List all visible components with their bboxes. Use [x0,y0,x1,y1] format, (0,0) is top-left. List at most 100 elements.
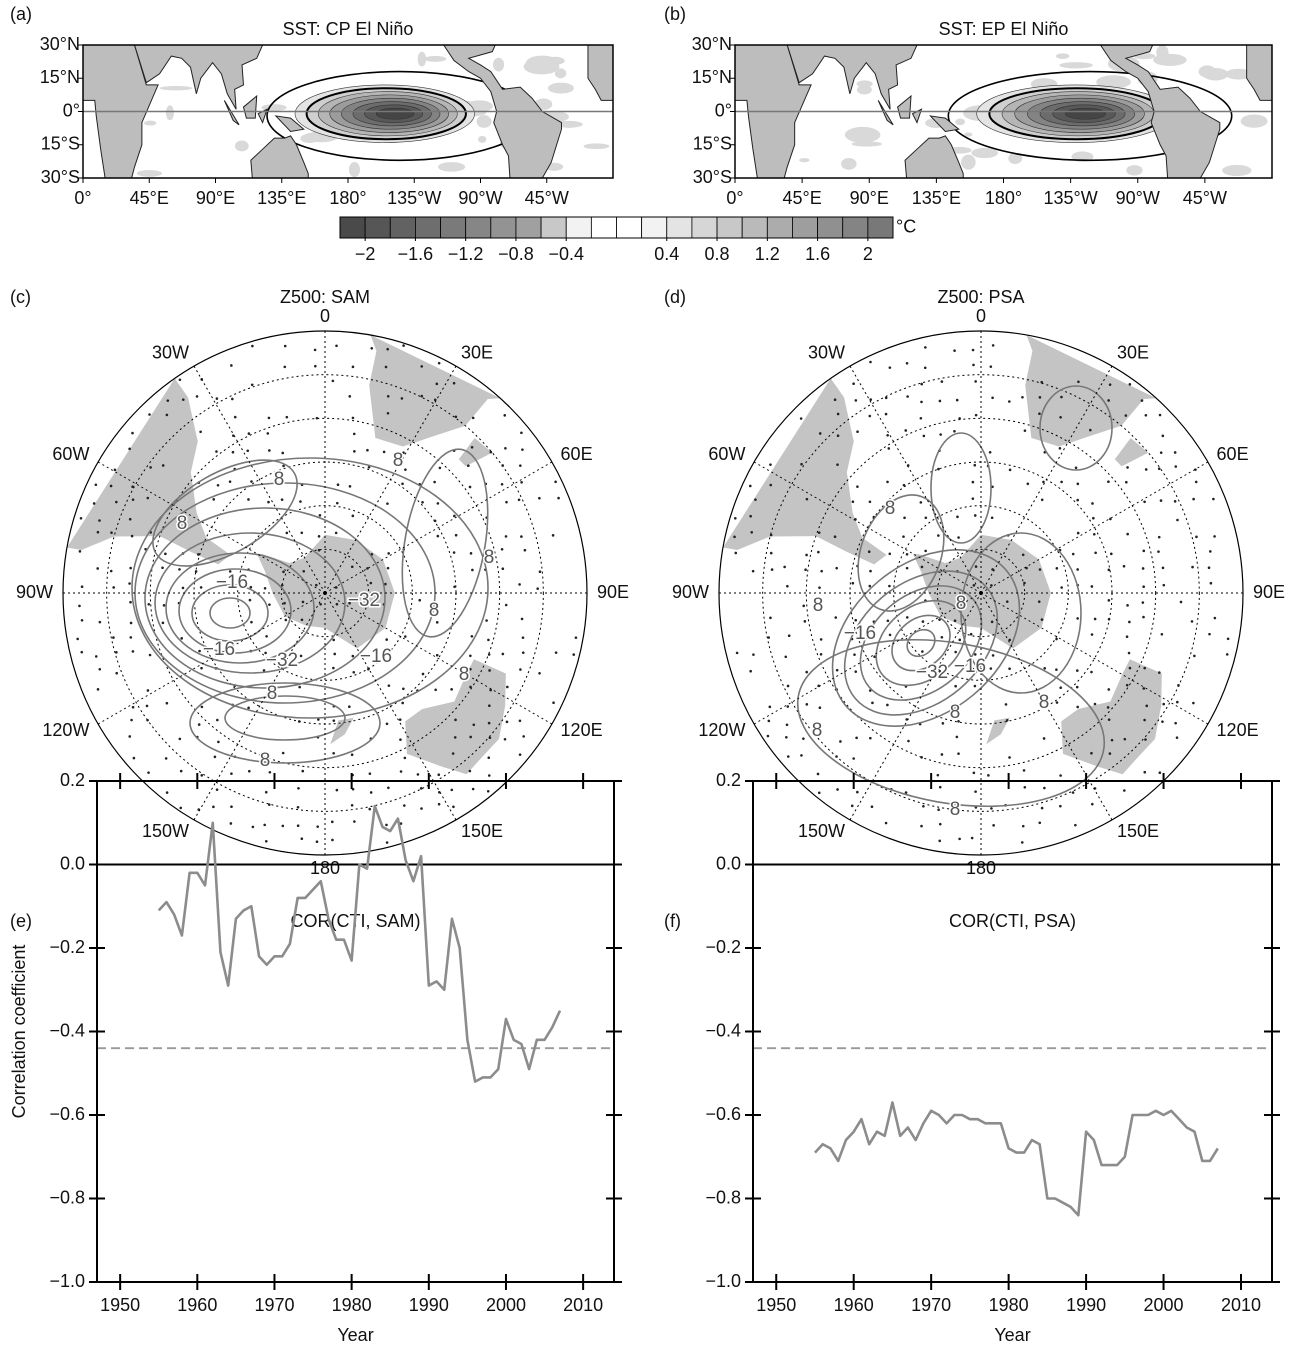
stipple [228,570,232,573]
longitude-label: 180 [966,858,996,878]
contour [1039,385,1113,471]
stipple [399,822,403,825]
stipple [803,620,807,623]
y-tick-label: 15°N [40,67,80,87]
stipple [839,740,842,743]
stipple [750,530,754,534]
colorbar-cell [415,216,441,239]
stipple [250,383,254,387]
stipple [469,685,472,689]
stipple [451,752,455,755]
panel-label: (b) [664,4,686,24]
stipple [1060,395,1063,399]
stipple [937,467,940,471]
stipple [958,638,962,642]
stipple [819,638,823,641]
polar-frame [62,330,588,856]
stipple [249,585,253,589]
stipple [452,551,456,554]
stipple [938,670,942,673]
colorbar-cell [691,216,718,239]
panel-title: Z500: SAM [280,287,370,307]
sst-patch [1240,114,1268,128]
stipple [200,705,204,709]
stipple [161,566,164,570]
stipple [470,445,474,449]
stipple [887,447,891,450]
stipple [194,570,198,573]
x-tick-label: 135°E [257,188,306,208]
stipple [818,432,822,435]
stipple [836,788,839,791]
x-tick-label: 90°E [196,188,235,208]
stipple [1144,413,1148,417]
y-tick-label: −1.0 [49,1271,85,1291]
stipple [554,651,558,654]
stipple [974,790,977,793]
stipple [1128,383,1132,386]
contour-label: 8 [459,664,470,685]
stipple [902,535,905,538]
latitude-circle [805,417,1157,769]
stipple [988,451,992,454]
sst-patch [1096,75,1131,89]
x-tick-label: 180° [985,188,1022,208]
stipple [469,552,473,555]
stipple [836,434,840,437]
stipple [263,586,267,590]
stipple [1090,802,1094,806]
stipple [769,551,773,555]
stipple [469,667,472,671]
stipple [366,448,369,452]
stipple [956,515,959,519]
stipple [884,396,888,400]
stipple [1143,666,1147,670]
stipple [148,653,152,657]
stipple [129,566,132,570]
stipple [316,825,320,828]
stipple [504,535,508,538]
longitude-label: 150E [461,821,503,841]
stipple [836,412,840,416]
stipple [1144,468,1148,471]
stipple [1091,502,1094,505]
stipple [786,584,789,588]
sst-patch [523,58,560,75]
sst-patch [1059,62,1093,69]
stipple [247,498,250,501]
x-tick-label: 1970 [911,1295,951,1315]
stipple [1143,770,1147,774]
sst-patch [799,158,810,163]
stipple [836,463,839,466]
stipple [146,689,150,692]
sst-patch [476,115,492,128]
stipple [955,735,959,739]
stipple [369,581,373,585]
stipple [1173,500,1177,503]
line-panel: 1950 1960 1970 1980 1990 2000 2010 0.2 0.0 −0.2 −0… [705,770,1280,1345]
stipple [115,651,118,654]
stipple [1090,670,1093,674]
stipple [264,651,267,655]
stipple [419,787,423,790]
stipple [1195,535,1198,539]
x-tick-label: 2000 [486,1295,526,1315]
stipple [420,394,424,398]
stipple [869,569,872,573]
stipple [299,500,302,503]
longitude-label: 150E [1117,821,1159,841]
map-panel: 0° 45°E 90°E 135°E 180° 135°W 90°W 45°W 30°N 15°N… [692,34,1273,208]
stipple [115,500,118,504]
meridian [97,592,326,725]
stipple [518,753,522,756]
stipple [386,502,389,505]
stipple [974,413,978,417]
stipple [1162,583,1166,587]
stipple [800,754,803,757]
land [330,717,354,745]
stipple [181,398,185,401]
stipple [334,586,338,589]
stipple [835,755,838,758]
y-tick-label: −0.6 [705,1104,741,1124]
stipple [902,483,906,487]
